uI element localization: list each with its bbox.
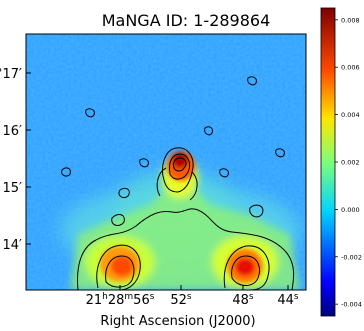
plot-frame [25,33,307,291]
y-tick-label: 14′ [3,238,23,253]
x-tick-label: 52s [170,292,192,308]
heatmap-image [26,34,306,290]
colorbar-tick-label: 0.006 [341,64,360,72]
colorbar-tick-label: -0.004 [341,301,362,309]
y-axis: 1°17′ 16′ 15′ 14′ [0,67,31,253]
y-tick-label: 1°17′ [0,67,22,82]
colorbar-gradient [320,7,336,317]
colorbar-tick-label: 0.008 [341,16,360,24]
x-tick-label: 44s [277,292,299,308]
colorbar-tick-label: 0.000 [341,206,360,214]
x-axis-label: Right Ascension (J2000) [100,314,255,329]
colorbar-ticks: 0.008 0.006 0.004 0.002 0.000 -0.002 -0.004 [335,16,362,309]
colorbar-tick-label: -0.002 [341,253,362,261]
colorbar: 0.008 0.006 0.004 0.002 0.000 -0.002 -0.004 [320,7,362,317]
y-tick-label: 16′ [3,124,23,139]
x-axis: 21h28m56s 52s 48s 44s [86,285,299,308]
colorbar-tick-label: 0.004 [341,111,360,119]
x-tick-label: 21h28m56s [86,292,155,308]
chart-title: MaNGA ID: 1-289864 [102,11,271,30]
y-tick-label: 15′ [3,181,23,196]
x-tick-label: 48s [232,292,254,308]
colorbar-tick-label: 0.002 [341,159,360,167]
